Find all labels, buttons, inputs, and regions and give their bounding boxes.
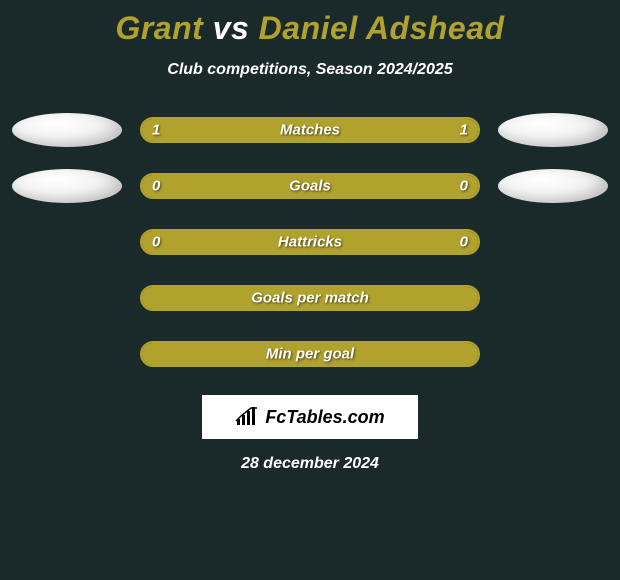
stat-label: Hattricks bbox=[278, 234, 342, 251]
right-value: 0 bbox=[460, 178, 468, 195]
marker-placeholder bbox=[12, 337, 122, 371]
stat-bar-mpg: Min per goal bbox=[140, 341, 480, 367]
marker-placeholder bbox=[12, 225, 122, 259]
stat-row: 0 Hattricks 0 bbox=[0, 225, 620, 259]
stat-row: Goals per match bbox=[0, 281, 620, 315]
stat-label: Goals per match bbox=[251, 290, 369, 307]
stat-label: Goals bbox=[289, 178, 331, 195]
stat-label: Matches bbox=[280, 122, 340, 139]
stat-bar-goals: 0 Goals 0 bbox=[140, 173, 480, 199]
marker-placeholder bbox=[12, 281, 122, 315]
player1-marker bbox=[12, 169, 122, 203]
page-title: Grant vs Daniel Adshead bbox=[0, 0, 620, 47]
player1-name: Grant bbox=[115, 10, 203, 46]
stat-bar-hattricks: 0 Hattricks 0 bbox=[140, 229, 480, 255]
date-text: 28 december 2024 bbox=[0, 455, 620, 473]
left-value: 0 bbox=[152, 178, 160, 195]
right-value: 0 bbox=[460, 234, 468, 251]
left-value: 0 bbox=[152, 234, 160, 251]
marker-placeholder bbox=[498, 281, 608, 315]
stat-bar-gpm: Goals per match bbox=[140, 285, 480, 311]
player2-marker bbox=[498, 169, 608, 203]
marker-placeholder bbox=[498, 225, 608, 259]
brand-name: FcTables.com bbox=[265, 407, 384, 428]
vs-text: vs bbox=[213, 10, 250, 46]
subtitle: Club competitions, Season 2024/2025 bbox=[0, 61, 620, 79]
stats-container: 1 Matches 1 0 Goals 0 0 Hattricks 0 Goal… bbox=[0, 113, 620, 371]
player2-marker bbox=[498, 113, 608, 147]
left-value: 1 bbox=[152, 122, 160, 139]
stat-row: Min per goal bbox=[0, 337, 620, 371]
right-value: 1 bbox=[460, 122, 468, 139]
player2-name: Daniel Adshead bbox=[259, 10, 505, 46]
stat-bar-matches: 1 Matches 1 bbox=[140, 117, 480, 143]
stat-label: Min per goal bbox=[266, 346, 354, 363]
player1-marker bbox=[12, 113, 122, 147]
chart-icon bbox=[235, 407, 259, 427]
stat-row: 0 Goals 0 bbox=[0, 169, 620, 203]
stat-row: 1 Matches 1 bbox=[0, 113, 620, 147]
branding-card: FcTables.com bbox=[202, 395, 418, 439]
marker-placeholder bbox=[498, 337, 608, 371]
